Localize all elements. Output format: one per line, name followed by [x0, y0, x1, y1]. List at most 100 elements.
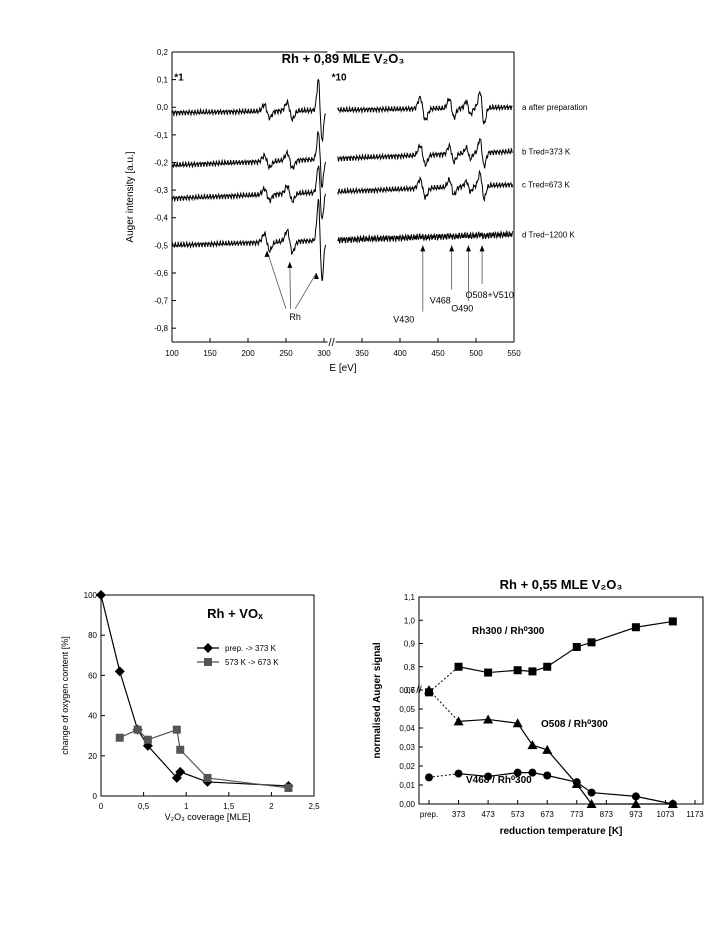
- data-point: [143, 735, 152, 744]
- x-tick-label: 0: [99, 802, 104, 811]
- data-point: [587, 638, 596, 647]
- data-point: [114, 666, 125, 677]
- data-point: [453, 716, 464, 726]
- data-point: [528, 768, 537, 777]
- series-line: [100, 594, 289, 787]
- x-tick-label: 673: [541, 810, 555, 819]
- y-tick-label: 80: [88, 631, 97, 640]
- data-point: [484, 772, 493, 781]
- y-axis-label: Auger intensity [a.u.]: [125, 151, 136, 242]
- x-tick-label: 200: [241, 349, 255, 358]
- data-point: [176, 745, 185, 754]
- data-point: [528, 667, 537, 676]
- data-point: [203, 773, 212, 782]
- x-tick-label: 1: [184, 802, 189, 811]
- spectrum-label: a after preparation: [522, 103, 587, 112]
- chart-title: Rh + VOₓ: [207, 606, 263, 621]
- y-tick-label: 100: [84, 591, 98, 600]
- x-tick-label: 1073: [657, 810, 675, 819]
- peak-arrow: [266, 250, 287, 309]
- data-point: [425, 773, 433, 782]
- x-tick-label: 1173: [686, 810, 704, 819]
- spectrum-label: b Tred=373 K: [522, 147, 571, 156]
- y-tick-label: -0,6: [154, 269, 168, 278]
- peak-annotation: V468: [430, 295, 451, 305]
- data-point: [513, 768, 522, 777]
- x-tick-label: 473: [481, 810, 495, 819]
- x-tick-label: 2,5: [308, 802, 320, 811]
- scale-factor-label: *1: [174, 72, 184, 83]
- x-tick-label: 0,5: [138, 802, 150, 811]
- y-tick-label: 0,04: [399, 724, 415, 733]
- peak-annotation: O508+V510: [466, 290, 514, 300]
- y-tick-label: 40: [88, 712, 97, 721]
- peak-arrowhead: [313, 272, 319, 279]
- chart-title: Rh + 0,89 MLE V₂O₃: [282, 51, 405, 66]
- y-tick-label: -0,2: [154, 158, 168, 167]
- x-tick-label: prep.: [420, 810, 438, 819]
- data-point: [630, 799, 641, 808]
- series-label: V468 / Rh⁰300: [466, 775, 532, 786]
- y-tick-label: 0,1: [157, 76, 169, 85]
- series-dotted-link: [428, 666, 459, 693]
- x-tick-label: 500: [469, 349, 483, 358]
- spectrum-line-rh: [171, 165, 326, 221]
- data-point: [543, 771, 552, 780]
- y-tick-label: 0,05: [399, 705, 415, 714]
- y-tick-label: -0,4: [154, 214, 168, 223]
- legend-marker: [204, 658, 212, 666]
- x-axis-label: reduction temperature [K]: [500, 826, 623, 837]
- peak-annotation: V430: [393, 315, 414, 325]
- y-tick-label: 0: [93, 792, 98, 801]
- y-tick-label: 0,06: [399, 686, 415, 695]
- x-tick-label: 973: [629, 810, 643, 819]
- spectrum-line-v: [337, 90, 513, 126]
- y-tick-label: -0,7: [154, 297, 168, 306]
- peak-arrow: [294, 272, 317, 310]
- peak-arrowhead: [420, 245, 426, 252]
- x-tick-label: 2: [269, 802, 274, 811]
- spectrum-label: d Tred~1200 K: [522, 230, 575, 239]
- x-tick-label: 550: [507, 349, 521, 358]
- data-point: [586, 799, 597, 808]
- x-tick-label: 450: [431, 349, 445, 358]
- y-tick-label: -0,8: [154, 324, 168, 333]
- data-point: [668, 800, 677, 808]
- data-point: [175, 766, 186, 777]
- x-tick-label: 773: [570, 810, 584, 819]
- legend-label: prep. -> 373 K: [225, 644, 277, 653]
- plot-frame: [100, 594, 315, 797]
- data-point: [424, 685, 434, 694]
- data-point: [133, 725, 142, 734]
- peak-arrowhead: [287, 261, 293, 268]
- data-point: [668, 617, 677, 626]
- y-tick-label: 0,00: [399, 800, 415, 809]
- x-tick-label: 1,5: [223, 802, 235, 811]
- scale-factor-label: *10: [332, 72, 347, 83]
- peak-arrowhead: [264, 250, 270, 257]
- data-point: [527, 740, 538, 750]
- peak-arrowhead: [479, 245, 485, 252]
- x-tick-label: 400: [393, 349, 407, 358]
- peak-arrowhead: [465, 245, 471, 252]
- spectrum-line-v: [337, 229, 513, 244]
- y-axis-label: change of oxygen content [%]: [60, 636, 70, 755]
- data-point: [572, 642, 581, 651]
- x-tick-label: 100: [165, 349, 179, 358]
- y-tick-label: 20: [88, 752, 97, 761]
- y-tick-label: -0,3: [154, 186, 168, 195]
- y-tick-label: -0,1: [154, 131, 168, 140]
- data-point: [631, 623, 640, 632]
- data-point: [572, 778, 581, 787]
- y-tick-label: 0,8: [404, 663, 416, 672]
- x-tick-label: 373: [452, 810, 466, 819]
- series-line: [458, 718, 673, 805]
- series-dotted-link: [428, 773, 459, 778]
- y-tick-label: 60: [88, 671, 97, 680]
- y-tick-label: -0,5: [154, 241, 168, 250]
- x-tick-label: 350: [355, 349, 369, 358]
- series-label: O508 / Rh⁰300: [541, 719, 608, 730]
- y-tick-label: 0,0: [157, 103, 169, 112]
